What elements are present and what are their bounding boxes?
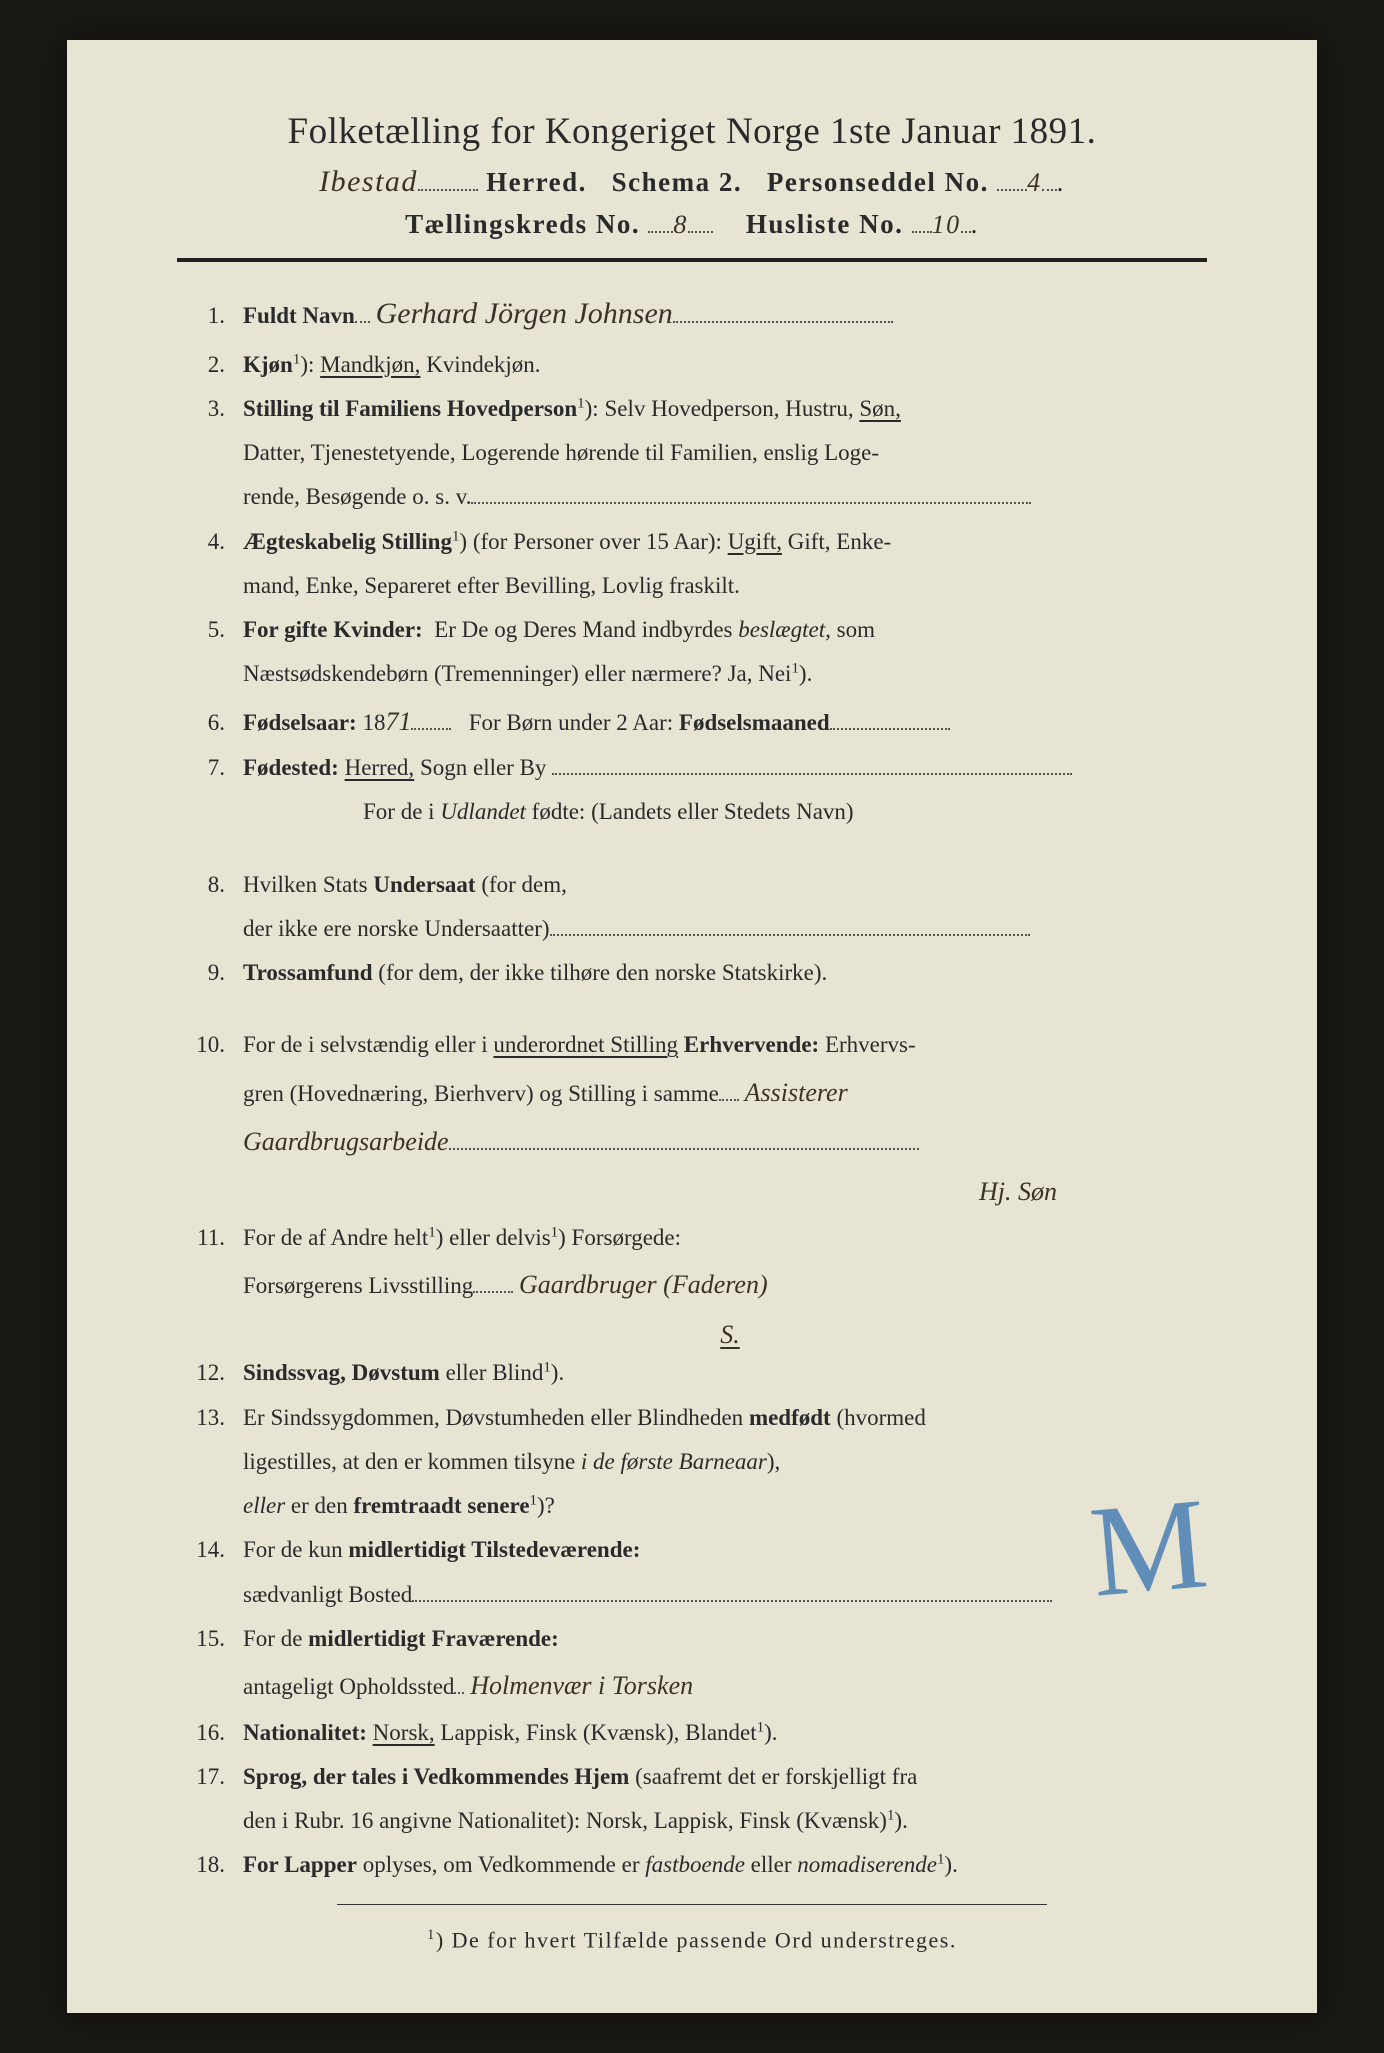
birthyear-hw: 71	[385, 699, 411, 745]
item-7-cont: For de i Udlandet fødte: (Landets eller …	[187, 792, 1217, 832]
item-12: 12. Sindssvag, Døvstum eller Blind1).	[187, 1353, 1217, 1393]
item-9: 9. Trossamfund (for dem, der ikke tilhør…	[187, 953, 1217, 993]
schema-label: Schema 2.	[612, 167, 743, 197]
relation-selected: Søn,	[859, 396, 901, 421]
kreds-no: 8	[673, 210, 688, 240]
marital-selected: Ugift,	[728, 529, 782, 554]
item-18: 18. For Lapper oplyses, om Vedkommende e…	[187, 1845, 1217, 1885]
item-11: 11. For de af Andre helt1) eller delvis1…	[187, 1218, 1217, 1258]
item-3-cont1: Datter, Tjenestetyende, Logerende hørend…	[187, 433, 1217, 473]
item-13: 13. Er Sindssygdommen, Døvstumheden elle…	[187, 1398, 1217, 1438]
kreds-label: Tællingskreds No.	[405, 209, 640, 239]
item-6: 6. Fødselsaar: 1871 For Børn under 2 Aar…	[187, 699, 1217, 745]
nationality-selected: Norsk,	[373, 1720, 435, 1745]
item-14: 14. For de kun midlertidigt Tilstedevære…	[187, 1530, 1217, 1570]
item-3: 3. Stilling til Familiens Hovedperson1):…	[187, 389, 1217, 429]
occupation-hw1: Assisterer	[745, 1070, 848, 1116]
item-5-cont: Næstsødskendebørn (Tremenninger) eller n…	[187, 654, 1217, 694]
husliste-label: Husliste No.	[746, 209, 904, 239]
item-4-cont: mand, Enke, Separeret efter Bevilling, L…	[187, 566, 1217, 606]
herred-label: Herred.	[486, 167, 587, 197]
provider-hw2: S.	[720, 1312, 740, 1358]
provider-hw: Gaardbruger (Faderen)	[519, 1262, 768, 1308]
item-8: 8. Hvilken Stats Undersaat (for dem,	[187, 865, 1217, 905]
main-title: Folketælling for Kongeriget Norge 1ste J…	[157, 110, 1227, 153]
item-13-cont2: eller er den fremtraadt senere1)?	[187, 1486, 1217, 1526]
item-17: 17. Sprog, der tales i Vedkommendes Hjem…	[187, 1757, 1217, 1797]
form-body: 1. Fuldt Navn Gerhard Jörgen Johnsen 2. …	[157, 288, 1227, 1886]
occupation-hw2: Gaardbrugsarbeide	[243, 1119, 449, 1165]
whereabouts-hw: Holmenvær i Torsken	[470, 1663, 693, 1709]
item-17-cont: den i Rubr. 16 angivne Nationalitet): No…	[187, 1801, 1217, 1841]
item-4: 4. Ægteskabelig Stilling1) (for Personer…	[187, 522, 1217, 562]
footnote: 1) De for hvert Tilfælde passende Ord un…	[157, 1927, 1227, 1953]
item-3-cont2: rende, Besøgende o. s. v.	[187, 477, 1217, 517]
item-1: 1. Fuldt Navn Gerhard Jörgen Johnsen	[187, 288, 1217, 341]
item-11-cont: Forsørgerens Livsstilling Gaardbruger (F…	[187, 1262, 1217, 1308]
item-2: 2. Kjøn1): Mandkjøn, Kvindekjøn.	[187, 345, 1217, 385]
item-11-cont2: S.	[187, 1312, 1217, 1358]
item-10-cont3: Hj. Søn	[187, 1169, 1217, 1215]
sex-selected: Mandkjøn,	[320, 352, 420, 377]
item-15-cont: antageligt Opholdssted Holmenvær i Torsk…	[187, 1663, 1217, 1709]
herred-handwritten: Ibestad	[319, 165, 418, 199]
item-10-cont2: Gaardbrugsarbeide	[187, 1119, 1217, 1165]
item-15: 15. For de midlertidigt Fraværende:	[187, 1619, 1217, 1659]
census-form-page: Folketælling for Kongeriget Norge 1ste J…	[67, 40, 1317, 2013]
divider	[177, 258, 1207, 262]
item-7: 7. Fødested: Herred, Sogn eller By	[187, 748, 1217, 788]
item-10: 10. For de i selvstændig eller i underor…	[187, 1025, 1217, 1065]
item-10-cont1: gren (Hovednæring, Bierhverv) og Stillin…	[187, 1070, 1217, 1116]
item-14-cont: sædvanligt Bosted	[187, 1575, 1217, 1615]
item-5: 5. For gifte Kvinder: Er De og Deres Man…	[187, 610, 1217, 650]
personseddel-no: 4	[1027, 168, 1042, 198]
subtitle-line-2: Tællingskreds No. 8 Husliste No. 10.	[157, 209, 1227, 240]
item-8-cont: der ikke ere norske Undersaatter)	[187, 909, 1217, 949]
item-16: 16. Nationalitet: Norsk, Lappisk, Finsk …	[187, 1713, 1217, 1753]
occupation-hw3: Hj. Søn	[979, 1169, 1057, 1215]
husliste-no: 10	[932, 210, 961, 240]
item-13-cont1: ligestilles, at den er kommen tilsyne i …	[187, 1442, 1217, 1482]
personseddel-label: Personseddel No.	[767, 167, 989, 197]
birthplace-selected: Herred,	[345, 755, 415, 780]
header-block: Folketælling for Kongeriget Norge 1ste J…	[157, 110, 1227, 240]
subtitle-line-1: Ibestad Herred. Schema 2. Personseddel N…	[157, 165, 1227, 199]
field-name-hw: Gerhard Jörgen Johnsen	[376, 288, 673, 341]
footer-rule	[337, 1904, 1047, 1905]
